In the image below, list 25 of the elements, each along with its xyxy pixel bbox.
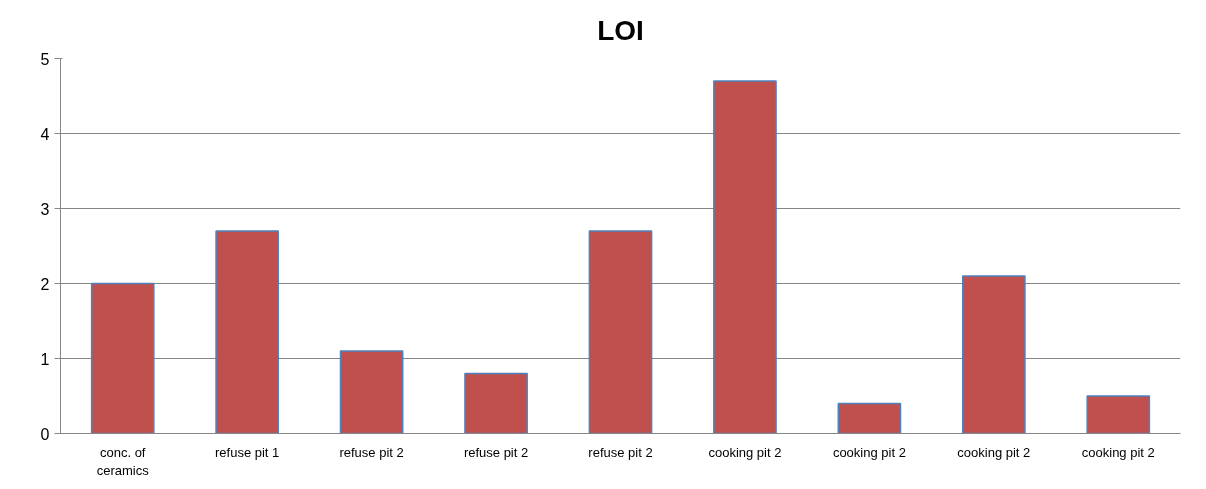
- bar: [339, 350, 404, 434]
- x-tick-label: refuse pit 2: [339, 444, 404, 460]
- y-tick-label: 3: [40, 200, 50, 218]
- x-tick-label: cooking pit 2: [708, 444, 782, 460]
- y-tick-label: 2: [40, 275, 50, 293]
- bar: [90, 282, 155, 434]
- bar: [1086, 395, 1151, 434]
- x-tick-label: conc. of ceramics: [96, 444, 150, 478]
- bar: [713, 80, 777, 434]
- x-tick-label: cooking pit 2: [832, 444, 906, 460]
- bar: [961, 275, 1026, 434]
- x-tick-label: cooking pit 2: [957, 444, 1031, 460]
- x-tick-label: refuse pit 2: [588, 444, 653, 460]
- x-tick-label: cooking pit 2: [1081, 444, 1155, 460]
- y-tick-label: 4: [40, 125, 50, 143]
- bar: [588, 230, 653, 434]
- y-tick-label: 1: [40, 350, 50, 368]
- x-tick-label: refuse pit 1: [215, 444, 280, 460]
- x-tick-label: refuse pit 2: [463, 444, 529, 460]
- bar: [464, 372, 528, 434]
- bar: [215, 230, 280, 434]
- y-tick-label: 5: [40, 50, 50, 68]
- y-tick-label: 0: [40, 425, 50, 443]
- chart-title: LOI: [597, 15, 644, 46]
- bar: [837, 402, 902, 434]
